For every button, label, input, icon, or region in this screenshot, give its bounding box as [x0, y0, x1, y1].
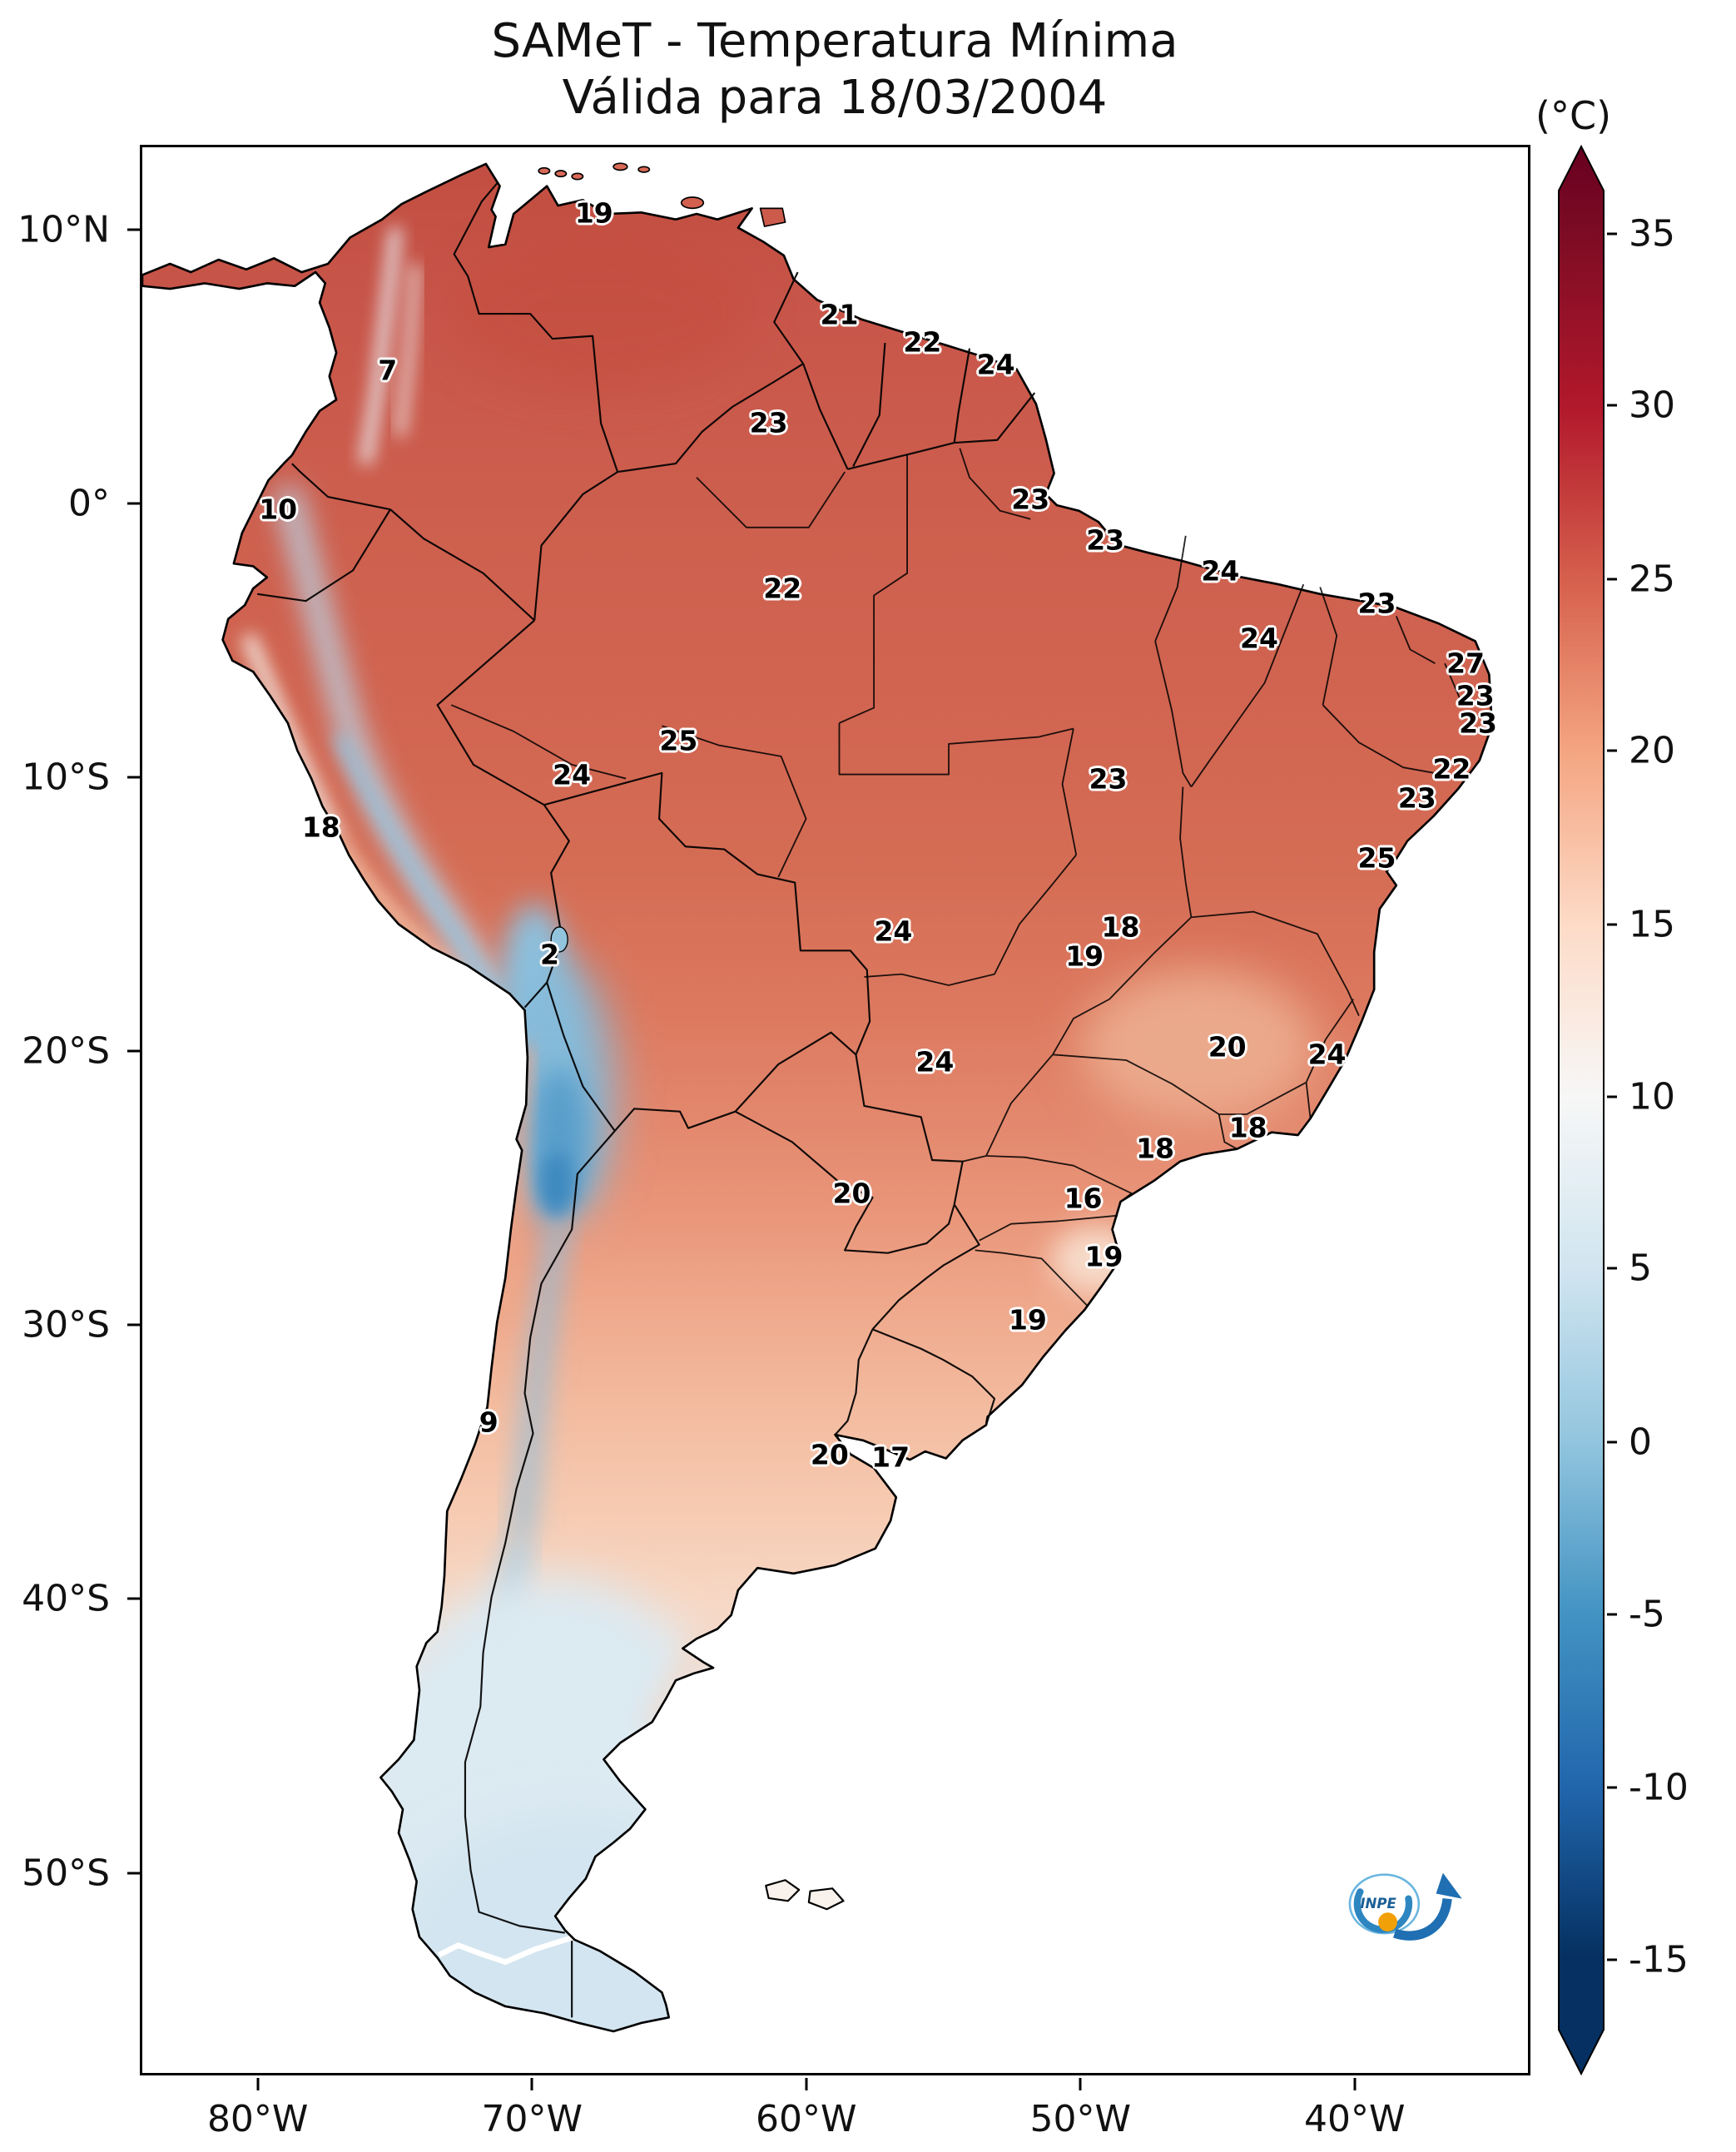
x-tick-mark	[1079, 2078, 1082, 2090]
falkland-island-west	[765, 1879, 801, 1902]
colorbar-tick-mark	[1607, 232, 1617, 236]
country-borders	[257, 182, 1036, 2018]
x-tick-label: 80°W	[206, 2098, 309, 2140]
colorbar-tick-mark	[1607, 1267, 1617, 1270]
y-tick-mark	[127, 1049, 140, 1053]
colorbar-tick-mark	[1607, 578, 1617, 581]
caribbean-island	[571, 172, 584, 181]
y-tick-mark	[127, 502, 140, 505]
south-america-map	[142, 162, 1494, 2033]
colorbar-tick-mark	[1607, 1440, 1617, 1444]
inpe-logo: INPE	[1334, 1859, 1464, 1954]
colorbar-tick-label: 20	[1629, 729, 1675, 772]
colorbar-tick-label: 10	[1629, 1075, 1675, 1118]
colorbar-tick-mark	[1607, 749, 1617, 752]
colorbar-tick-mark	[1607, 1613, 1617, 1616]
caribbean-island	[637, 166, 651, 173]
y-tick-mark	[127, 1872, 140, 1875]
x-tick-label: 60°W	[755, 2098, 857, 2140]
coastline	[142, 162, 1494, 2033]
state-borders	[450, 448, 1462, 1307]
y-tick-label: 50°S	[22, 1852, 110, 1895]
y-tick-mark	[127, 1323, 140, 1326]
caribbean-island	[613, 162, 628, 171]
colorbar-tick-label: 35	[1629, 212, 1675, 255]
y-tick-mark	[127, 776, 140, 779]
margarita-island	[680, 196, 705, 210]
y-tick-label: 30°S	[22, 1303, 110, 1346]
colorbar-tick-label: 0	[1629, 1421, 1652, 1464]
figure-title: SAMeT - Temperatura Mínima Válida para 1…	[491, 13, 1178, 127]
colorbar-tick-label: -15	[1629, 1938, 1689, 1981]
x-tick-label: 40°W	[1304, 2098, 1406, 2140]
colorbar-tick-label: 25	[1629, 558, 1675, 601]
caribbean-island	[538, 166, 551, 175]
title-line-2: Válida para 18/03/2004	[562, 71, 1108, 126]
y-tick-label: 20°S	[22, 1029, 110, 1073]
map-plot-area: 19 21 22 24 23 7 23 23 10 24 23 22 24 27 23 23 25 24 23 22 2…	[140, 145, 1530, 2075]
colorbar-unit-label: (°C)	[1535, 93, 1612, 138]
x-tick-label: 50°W	[1029, 2098, 1132, 2140]
x-tick-mark	[1353, 2078, 1357, 2090]
lake-titicaca	[550, 926, 568, 953]
y-tick-label: 10°N	[17, 208, 110, 251]
x-tick-mark	[805, 2078, 808, 2090]
colorbar-tick-mark	[1607, 923, 1617, 926]
colorbar-ticks: 35 30 25 20 15 10 5 0 -5 -10 -15	[1607, 145, 1736, 2075]
x-tick-label: 70°W	[481, 2098, 583, 2140]
title-line-1: SAMeT - Temperatura Mínima	[491, 14, 1178, 68]
islands	[538, 162, 845, 1911]
x-tick-mark	[256, 2078, 260, 2090]
colorbar	[1557, 144, 1605, 2076]
colorbar-tick-mark	[1607, 1958, 1617, 1961]
y-axis: 10°N 0° 10°S 20°S 30°S 40°S 50°S	[0, 145, 140, 2075]
y-tick-label: 10°S	[22, 756, 110, 799]
caribbean-island	[554, 170, 568, 178]
y-tick-label: 0°	[68, 482, 110, 525]
x-axis: 80°W 70°W 60°W 50°W 40°W	[140, 2078, 1530, 2152]
colorbar-tick-label: 15	[1629, 903, 1675, 946]
colorbar-gradient	[1558, 144, 1605, 2076]
x-tick-mark	[530, 2078, 533, 2090]
colorbar-tick-mark	[1607, 1786, 1617, 1789]
falkland-island-east	[807, 1887, 845, 1911]
inpe-logo-graphic: INPE	[1348, 1872, 1462, 1941]
colorbar-tick-label: 5	[1629, 1247, 1652, 1290]
colorbar-tick-label: -10	[1629, 1766, 1689, 1809]
colorbar-tick-label: 30	[1629, 384, 1675, 427]
colorbar-tick-mark	[1607, 1095, 1617, 1098]
colorbar-tick-label: -5	[1629, 1593, 1665, 1636]
temperature-field	[142, 164, 1492, 2031]
y-tick-mark	[127, 228, 140, 231]
strait-of-magellan	[437, 1934, 576, 1966]
y-tick-mark	[127, 1597, 140, 1600]
y-tick-label: 40°S	[22, 1577, 110, 1620]
inpe-logo-text: INPE	[1360, 1896, 1396, 1912]
colorbar-tick-mark	[1607, 404, 1617, 407]
trinidad-island	[759, 207, 786, 227]
